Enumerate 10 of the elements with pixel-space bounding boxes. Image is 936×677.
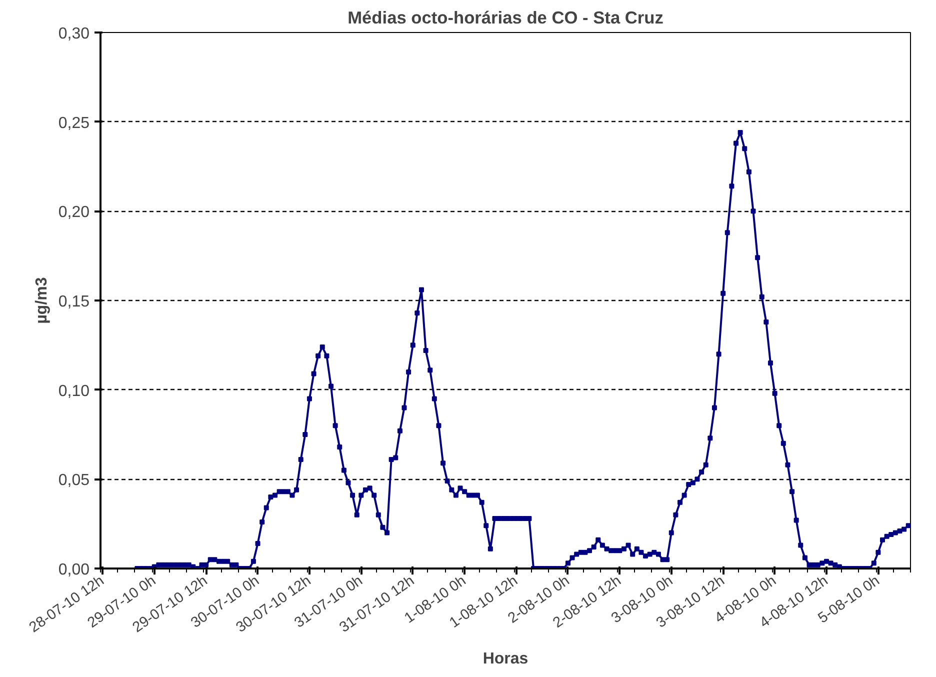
- y-tick-label: 0,05: [58, 472, 90, 490]
- x-axis-title: Horas: [482, 650, 528, 668]
- y-tick-label: 0,20: [58, 204, 90, 222]
- y-tick-label: 0,10: [58, 382, 90, 400]
- y-tick-label: 0,15: [58, 294, 90, 310]
- y-axis-title: µg/m3: [33, 277, 50, 324]
- y-tick-label: 0,25: [58, 114, 90, 132]
- y-tick-label: 0,30: [58, 26, 90, 42]
- chart-title: Médias octo-horárias de CO - Sta Cruz: [348, 8, 664, 28]
- y-tick-label: 0,00: [58, 562, 90, 578]
